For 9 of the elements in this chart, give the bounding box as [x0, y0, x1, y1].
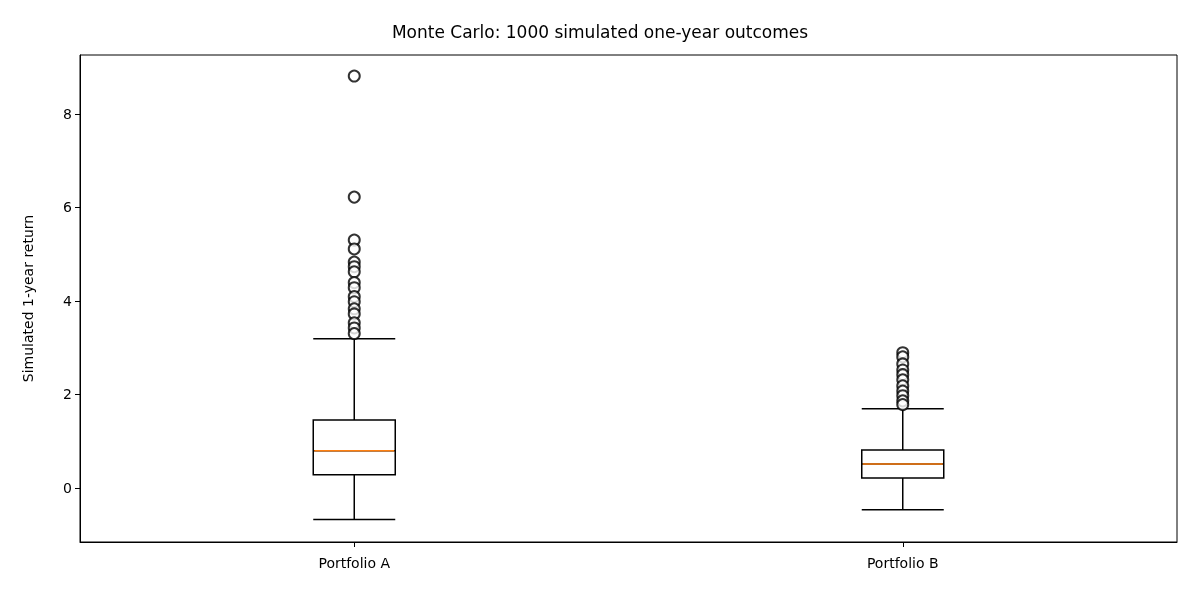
- y-tick-label: 6: [63, 199, 73, 216]
- y-tick-label: 8: [63, 105, 72, 122]
- y-tick-label: 2: [63, 386, 72, 403]
- y-tick-label: 4: [63, 292, 73, 309]
- y-axis-title: Simulated 1-year return: [20, 214, 36, 383]
- y-tick-label: 0: [63, 479, 72, 496]
- x-tick-label: Portfolio A: [318, 555, 391, 571]
- chart-title: Monte Carlo: 1000 simulated one-year outcomes: [391, 21, 809, 42]
- x-tick-label: Portfolio B: [866, 555, 939, 571]
